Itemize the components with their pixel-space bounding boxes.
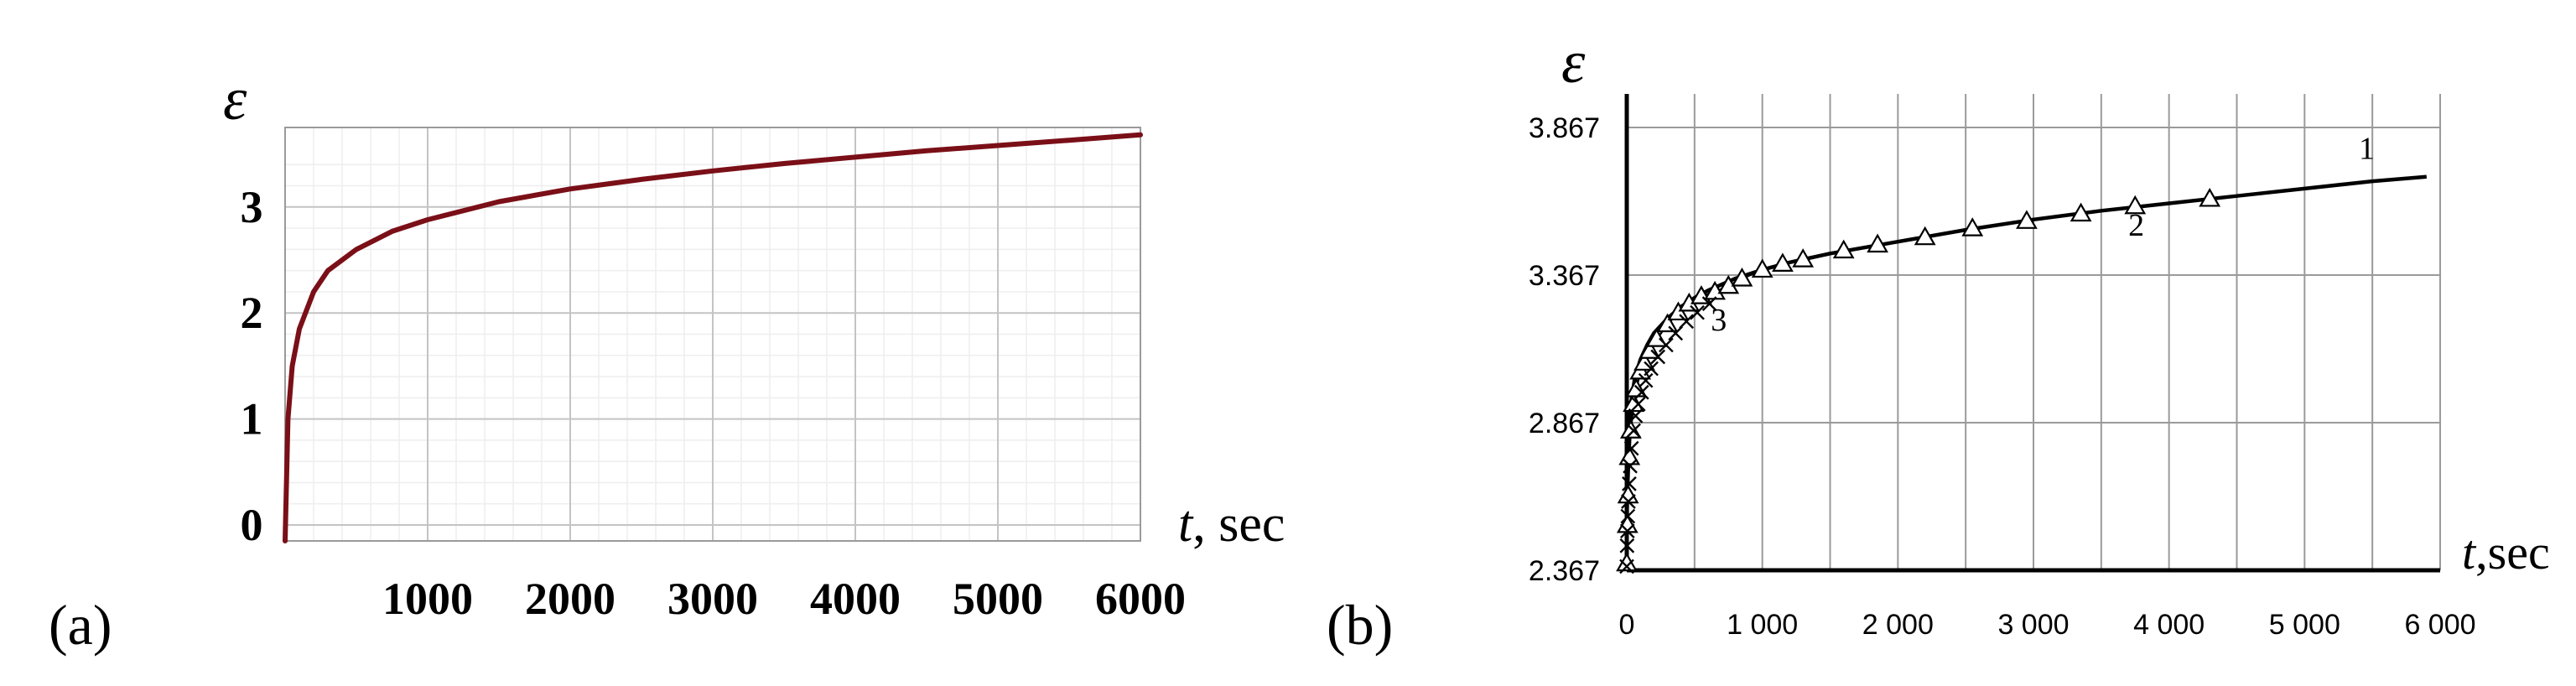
x-marker: [1659, 337, 1674, 353]
x-axis-unit-b: ,sec: [2475, 525, 2550, 579]
y-axis-label-a: ε: [223, 65, 247, 133]
triangle-marker: [1832, 239, 1855, 259]
x-axis-unit-a: , sec: [1192, 496, 1285, 553]
tick-labels-a: 1000 2000 3000 4000 5000 6000 0 1 2 3: [241, 182, 1187, 624]
series-line-b-2: [1625, 197, 2210, 564]
x-tick-label-b: 0: [1619, 609, 1635, 641]
triangle-marker: [1645, 328, 1668, 347]
x-marker: [1623, 458, 1638, 474]
x-tick-label-a: 5000: [953, 574, 1043, 624]
x-tick-label-b: 1 000: [1727, 609, 1798, 641]
x-marker: [1668, 325, 1684, 341]
x-tick-label-b: 3 000: [1997, 609, 2069, 641]
x-marker: [1650, 349, 1666, 365]
y-tick-label-a: 0: [241, 500, 263, 550]
x-marker: [1630, 396, 1646, 412]
x-tick-label-a: 2000: [525, 574, 615, 624]
x-tick-label-a: 3000: [667, 574, 758, 624]
plot-frame-a: [284, 127, 1141, 542]
x-marker: [1638, 372, 1654, 388]
series-a: [283, 132, 1143, 543]
x-marker: [1619, 523, 1635, 539]
chart-panel-a: 1000 2000 3000 4000 5000 6000 0 1 2 3 ε t, sec (a…: [49, 65, 1285, 657]
y-axis-label-b: ε: [1561, 29, 1586, 96]
x-axis-label-a: t, sec: [1178, 496, 1285, 553]
x-axis-var-a: t: [1178, 496, 1194, 553]
x-marker: [1619, 538, 1635, 553]
series-b: [1624, 174, 2427, 564]
x-tick-label-b: 6 000: [2404, 609, 2475, 641]
triangle-marker: [1656, 313, 1679, 333]
triangle-marker: [2124, 195, 2147, 215]
x-marker: [1623, 440, 1639, 456]
x-marker: [1628, 408, 1644, 424]
grid-a: [284, 127, 1141, 541]
series-label-b-2: 2: [2128, 208, 2144, 243]
x-marker: [1620, 508, 1636, 524]
tick-labels-b: 0 1 000 2 000 3 000 4 000 5 000 6 000 2.367 2.86…: [1529, 112, 2476, 641]
panel-label-a: (a): [49, 593, 112, 657]
triangle-marker: [1731, 268, 1753, 287]
y-tick-label-a: 1: [241, 394, 263, 444]
y-tick-label-b: 2.867: [1529, 408, 1600, 439]
x-marker: [1644, 361, 1659, 377]
x-marker: [1619, 559, 1634, 574]
triangle-marker: [1616, 552, 1638, 572]
x-tick-label-b: 4 000: [2133, 609, 2205, 641]
x-marker: [1621, 494, 1636, 509]
series-line-b-1: [1624, 174, 2427, 546]
y-tick-label-b: 2.367: [1529, 555, 1600, 587]
x-marker: [1626, 423, 1641, 439]
panel-label-b: (b): [1327, 593, 1393, 657]
y-tick-label-b: 3.367: [1529, 260, 1600, 292]
x-marker: [1701, 296, 1717, 311]
x-marker: [1622, 476, 1637, 491]
y-tick-label-a: 3: [241, 182, 263, 232]
triangle-marker: [1961, 217, 1984, 236]
x-axis-label-b: t,sec: [2462, 525, 2550, 579]
markers-b: [1616, 187, 2221, 574]
x-marker: [1690, 304, 1705, 320]
series-label-b-3: 3: [1711, 303, 1727, 338]
x-axis-var-b: t: [2462, 525, 2477, 579]
triangle-marker: [1772, 252, 1794, 272]
grid-b: [1627, 94, 2441, 570]
triangle-marker: [2199, 187, 2221, 207]
series-line-a: [283, 132, 1143, 543]
triangle-marker: [1867, 233, 1888, 253]
series-label-b-1: 1: [2359, 132, 2375, 167]
triangle-marker: [1914, 226, 1936, 246]
y-tick-label-a: 2: [241, 288, 263, 338]
y-tick-label-b: 3.867: [1529, 112, 1600, 144]
triangle-marker: [2016, 210, 2038, 229]
x-tick-label-b: 5 000: [2269, 609, 2340, 641]
x-tick-label-a: 6000: [1095, 574, 1186, 624]
x-marker: [1633, 384, 1649, 400]
x-tick-label-b: 2 000: [1862, 609, 1934, 641]
triangle-marker: [2070, 202, 2092, 222]
x-tick-label-a: 1000: [382, 574, 473, 624]
triangle-marker: [1751, 258, 1774, 278]
triangle-marker: [1792, 248, 1815, 268]
x-marker: [1679, 314, 1694, 330]
x-tick-label-a: 4000: [810, 574, 901, 624]
series-labels-b: 1 2 3: [1711, 132, 2375, 338]
chart-panel-b: 0 1 000 2 000 3 000 4 000 5 000 6 000 2.367 2.86…: [1327, 29, 2550, 657]
